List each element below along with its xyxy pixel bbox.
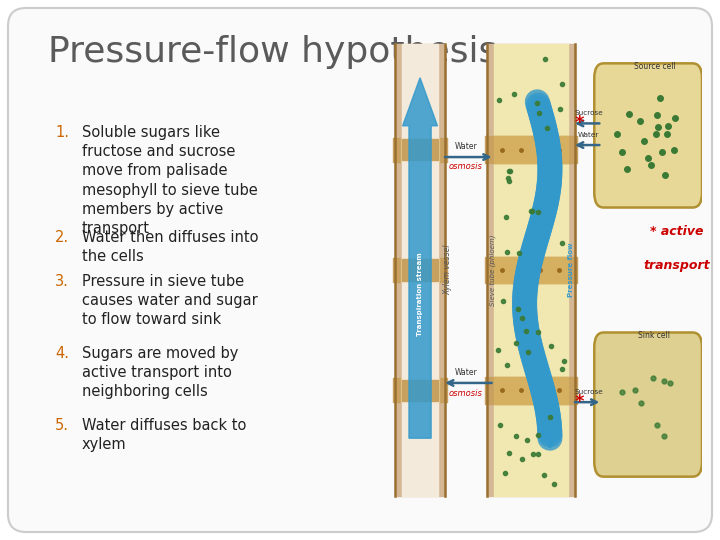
Text: *: *	[575, 393, 584, 411]
Point	[510, 339, 522, 347]
Text: Water: Water	[454, 368, 477, 377]
Point	[499, 468, 510, 477]
Text: Pressure in sieve tube
causes water and sugar
to flow toward sink: Pressure in sieve tube causes water and …	[82, 274, 258, 327]
Text: osmosis: osmosis	[449, 389, 483, 398]
Point	[557, 239, 568, 248]
Point	[556, 80, 567, 89]
Text: Water: Water	[578, 132, 600, 138]
Text: Sucrose: Sucrose	[575, 110, 603, 116]
Point	[503, 173, 514, 182]
Point	[504, 166, 516, 175]
Point	[532, 208, 544, 217]
Text: Water: Water	[454, 142, 477, 151]
Point	[501, 360, 513, 369]
Text: 1.: 1.	[55, 125, 69, 140]
Point	[508, 90, 520, 98]
Point	[533, 430, 544, 439]
Point	[493, 96, 505, 105]
Point	[558, 356, 570, 365]
Text: 5.: 5.	[55, 418, 69, 433]
Text: * active: * active	[650, 225, 703, 238]
Point	[541, 124, 553, 132]
Point	[503, 176, 515, 185]
Text: Xylem vessel: Xylem vessel	[444, 245, 453, 295]
Point	[500, 212, 512, 221]
Text: Water diffuses back to
xylem: Water diffuses back to xylem	[82, 418, 246, 452]
Point	[532, 450, 544, 458]
Text: Sucrose: Sucrose	[575, 389, 603, 395]
Point	[501, 247, 513, 256]
FancyBboxPatch shape	[594, 333, 702, 477]
Text: Transpiration stream: Transpiration stream	[417, 252, 423, 336]
Text: Pressure flow: Pressure flow	[569, 243, 575, 297]
Text: Sugars are moved by
active transport into
neighboring cells: Sugars are moved by active transport int…	[82, 346, 238, 400]
Point	[492, 346, 504, 355]
Point	[533, 109, 544, 117]
Point	[521, 435, 533, 444]
Point	[532, 328, 544, 336]
Point	[544, 412, 556, 421]
Point	[526, 206, 538, 215]
Point	[531, 98, 543, 107]
Point	[512, 305, 523, 313]
Point	[513, 248, 524, 257]
Point	[503, 449, 515, 457]
Text: 3.: 3.	[55, 274, 69, 289]
Point	[516, 314, 528, 322]
Point	[554, 105, 566, 113]
Text: 4.: 4.	[55, 346, 69, 361]
Polygon shape	[402, 78, 438, 438]
Point	[495, 421, 506, 430]
Text: Sieve tube (phloem): Sieve tube (phloem)	[489, 234, 495, 306]
Point	[527, 450, 539, 458]
Point	[540, 55, 552, 64]
FancyBboxPatch shape	[594, 63, 702, 207]
Text: 2.: 2.	[55, 230, 69, 245]
Point	[545, 341, 557, 350]
Point	[497, 297, 508, 306]
Point	[522, 347, 534, 356]
Point	[510, 432, 522, 441]
Point	[525, 207, 536, 215]
Point	[503, 167, 515, 176]
Point	[538, 471, 549, 480]
Text: osmosis: osmosis	[449, 162, 483, 171]
FancyBboxPatch shape	[8, 8, 712, 532]
Text: Water then diffuses into
the cells: Water then diffuses into the cells	[82, 230, 258, 264]
Text: *: *	[575, 114, 584, 132]
Point	[521, 327, 532, 335]
Text: Sink cell: Sink cell	[639, 330, 670, 340]
Point	[557, 364, 568, 373]
Text: Soluble sugars like
fructose and sucrose
move from palisade
mesophyll to sieve t: Soluble sugars like fructose and sucrose…	[82, 125, 258, 236]
Text: transport: transport	[644, 259, 710, 272]
Point	[549, 480, 560, 488]
Text: Source cell: Source cell	[634, 62, 675, 71]
Text: Pressure-flow hypothesis: Pressure-flow hypothesis	[48, 35, 498, 69]
Point	[516, 455, 527, 463]
